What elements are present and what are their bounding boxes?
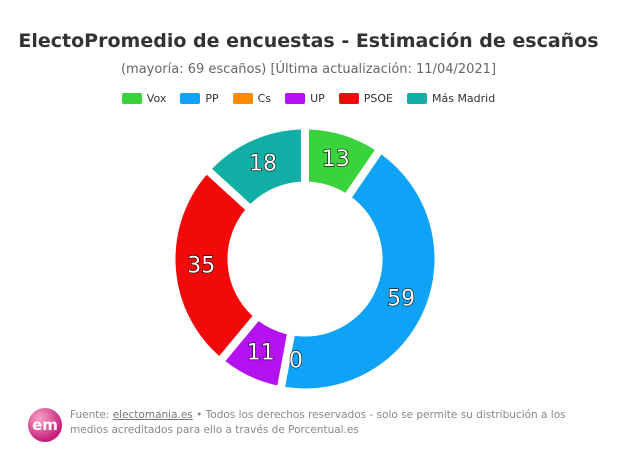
legend-label: Cs (257, 92, 272, 105)
legend-label: Vox (146, 92, 167, 105)
donut-slice-pp[interactable] (284, 153, 436, 390)
data-label-psoe: 35 (187, 254, 215, 279)
data-label-vox: 13 (322, 147, 350, 172)
legend-swatch (121, 93, 142, 104)
data-label-pp: 59 (387, 286, 415, 311)
footer: em Fuente: electomania.es • Todos los de… (28, 408, 598, 442)
chart-title: ElectoPromedio de encuestas - Estimación… (18, 30, 599, 52)
legend-item-pp[interactable]: PP (180, 92, 219, 105)
legend-swatch (285, 93, 306, 104)
chart-subtitle: (mayoría: 69 escaños) [Última actualizac… (120, 62, 497, 77)
data-label-up: 11 (247, 341, 275, 366)
legend-label: PSOE (363, 92, 393, 105)
legend-item-más-madrid[interactable]: Más Madrid (406, 92, 496, 105)
footer-credit: Fuente: electomania.es • Todos los derec… (70, 408, 598, 438)
chart-legend: Vox PP Cs UP PSOE Más Madrid (0, 92, 617, 105)
legend-label: PP (205, 92, 219, 105)
legend-item-psoe[interactable]: PSOE (338, 92, 393, 105)
legend-swatch (180, 93, 201, 104)
legend-label: UP (310, 92, 325, 105)
footer-source-label: Fuente: (70, 409, 113, 421)
donut-slice-psoe[interactable] (174, 173, 254, 358)
legend-item-cs[interactable]: Cs (232, 92, 272, 105)
data-label-cs: 0 (289, 349, 303, 374)
footer-source-link[interactable]: electomania.es (112, 409, 193, 421)
legend-swatch (338, 93, 359, 104)
footer-source-rest: • Todos los derechos reservados - solo s… (70, 409, 566, 436)
legend-swatch (232, 93, 253, 104)
donut-slice-más-madrid[interactable] (210, 128, 303, 206)
data-label-más-madrid: 18 (249, 151, 277, 176)
legend-label: Más Madrid (431, 92, 496, 105)
donut-slice-up[interactable] (224, 319, 288, 387)
electomania-logo: em (28, 408, 62, 442)
legend-swatch (406, 93, 427, 104)
donut-slice-vox[interactable] (307, 128, 377, 195)
legend-item-up[interactable]: UP (285, 92, 325, 105)
legend-item-vox[interactable]: Vox (121, 92, 167, 105)
